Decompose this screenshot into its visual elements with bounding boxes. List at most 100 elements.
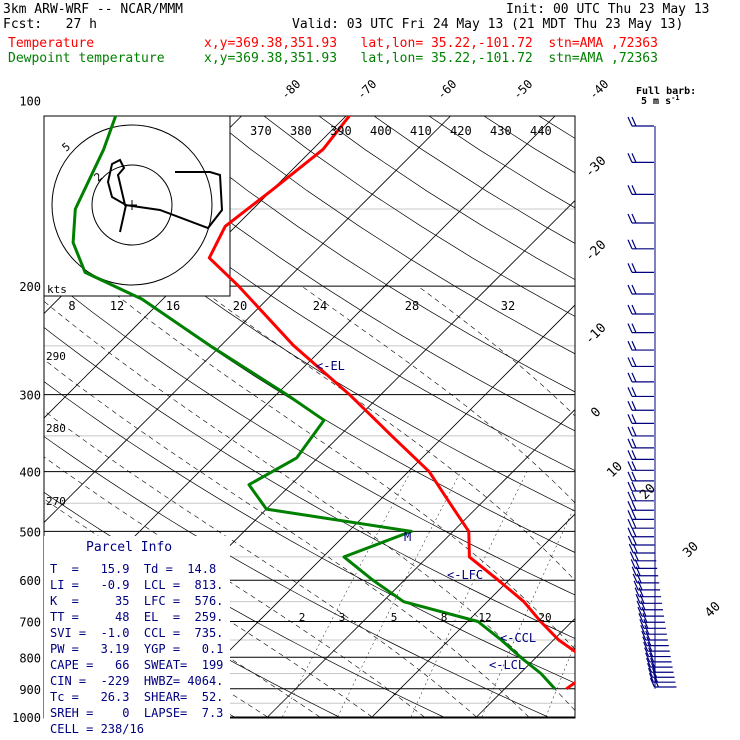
temperature-legend-info: x,y=369.38,351.93 lat,lon= 35.22,-101.72… bbox=[204, 36, 658, 51]
theta-label: 280 bbox=[46, 422, 66, 435]
dry-adiabat bbox=[483, 116, 575, 174]
pressure-tick-label: 200 bbox=[19, 280, 41, 294]
wind-barb bbox=[627, 535, 655, 546]
mixing-ratio-line bbox=[630, 472, 724, 717]
wind-barb bbox=[634, 587, 662, 598]
wind-barb bbox=[647, 662, 674, 673]
theta-e-label: 440 bbox=[530, 124, 552, 138]
wind-barb bbox=[644, 647, 671, 658]
pressure-tick-label: 900 bbox=[19, 683, 41, 697]
dry-adiabat bbox=[208, 116, 575, 355]
dry-adiabat bbox=[676, 101, 740, 718]
wind-barb bbox=[637, 606, 664, 617]
isotherm-label: -70 bbox=[354, 77, 379, 102]
wind-barb bbox=[627, 401, 654, 411]
dry-adiabat bbox=[44, 326, 575, 639]
theta-e-label: 380 bbox=[290, 124, 312, 138]
moist-adiabat bbox=[44, 410, 477, 718]
wind-barb bbox=[627, 527, 654, 538]
moist-adiabat bbox=[301, 285, 575, 504]
isotherm-label: 40 bbox=[702, 599, 724, 621]
theta-label: 290 bbox=[46, 350, 66, 363]
isotherm-label: -30 bbox=[582, 154, 609, 181]
parcel-row: CELL = 238/16 bbox=[50, 722, 144, 736]
wind-barb bbox=[627, 501, 654, 511]
plot-frame bbox=[43, 115, 576, 719]
parcel-row: CIN = -229 HWBZ= 4064. bbox=[50, 674, 224, 688]
hodograph-trace bbox=[106, 158, 224, 233]
parcel-row: T = 15.9 Td = 14.8 bbox=[50, 562, 217, 576]
hodograph-units: kts bbox=[47, 283, 67, 296]
temperature-line bbox=[207, 116, 575, 691]
isotherm-label: 30 bbox=[680, 539, 702, 561]
el-marker: <-EL bbox=[316, 359, 345, 373]
isotherm-label: -40 bbox=[586, 77, 611, 102]
model-title: 3km ARW-WRF -- NCAR/MMM bbox=[3, 2, 184, 17]
moist-adiabat bbox=[196, 285, 575, 581]
pressure-tick-label: 1000 bbox=[12, 711, 41, 725]
wind-barb bbox=[627, 438, 654, 449]
wind-barb bbox=[627, 153, 654, 163]
mixing-ratio-label: 8 bbox=[441, 611, 448, 624]
wind-barb bbox=[633, 580, 661, 591]
wind-barb bbox=[636, 600, 663, 611]
parcel-row: TT = 48 EL = 259. bbox=[50, 610, 224, 624]
wind-barb bbox=[627, 213, 654, 224]
dewpoint-line bbox=[71, 116, 557, 690]
isotherm bbox=[162, 304, 575, 718]
parcel-info-panel: Parcel Info T = 15.9 Td = 14.8 LI = -0.9… bbox=[44, 536, 230, 736]
wind-barb bbox=[643, 641, 670, 652]
wind-barb bbox=[646, 657, 673, 668]
isotherm-label: 10 bbox=[604, 459, 626, 481]
mixing-ratio-label: 20 bbox=[538, 611, 551, 624]
theta-e-label: 370 bbox=[250, 124, 272, 138]
wind-barb bbox=[630, 559, 658, 569]
wind-barb bbox=[627, 426, 654, 437]
isotherm-label: -20 bbox=[582, 238, 609, 265]
isotherm bbox=[44, 116, 452, 524]
wind-barb bbox=[642, 636, 669, 647]
theta-e-label: 410 bbox=[410, 124, 432, 138]
valid-time: Valid: 03 UTC Fri 24 May 13 (21 MDT Thu … bbox=[292, 17, 684, 32]
isotherm bbox=[476, 617, 575, 718]
theta-e-label: 420 bbox=[450, 124, 472, 138]
mixing-ratio-line bbox=[688, 472, 740, 717]
barb-key-title: Full barb: bbox=[636, 86, 696, 97]
mixing-ratio-label: 20 bbox=[233, 299, 247, 313]
mixing-ratio-label: 5 bbox=[391, 611, 398, 624]
pressure-tick-label: 300 bbox=[19, 389, 41, 403]
mixing-ratio-line bbox=[545, 643, 575, 718]
mixing-ratio-line bbox=[410, 471, 528, 718]
wind-barb bbox=[627, 387, 654, 398]
dry-adiabat bbox=[98, 116, 575, 432]
dry-adiabat bbox=[44, 273, 575, 596]
hodograph-ring bbox=[51, 124, 213, 286]
mixing-ratio-label: 3 bbox=[339, 611, 346, 624]
wind-barbs bbox=[627, 116, 677, 689]
wind-barb bbox=[640, 624, 667, 635]
lcl-marker: <-LCL bbox=[489, 658, 525, 672]
isotherm-label: -50 bbox=[510, 77, 535, 102]
parcel-row: SVI = -1.0 CCL = 735. bbox=[50, 626, 224, 640]
wind-barb bbox=[627, 450, 654, 460]
wind-barb bbox=[627, 414, 654, 424]
wind-barb bbox=[627, 357, 654, 368]
isotherm-label: 0 bbox=[588, 405, 604, 421]
isotherm bbox=[371, 513, 575, 718]
wind-barb bbox=[627, 239, 654, 250]
moist-adiabat bbox=[44, 359, 530, 718]
dry-adiabat bbox=[730, 101, 740, 718]
dry-adiabat bbox=[428, 116, 575, 209]
theta-e-label: 390 bbox=[330, 124, 352, 138]
wind-barb bbox=[628, 543, 656, 554]
mixing-ratio-line bbox=[282, 471, 411, 718]
wind-barb bbox=[635, 594, 663, 604]
wind-barb bbox=[638, 613, 665, 623]
barb-key-value: 5 m s-1 bbox=[641, 94, 680, 107]
isotherm bbox=[44, 116, 347, 419]
mixing-ratio-line bbox=[337, 471, 462, 718]
dewpoint-legend-label: Dewpoint temperature bbox=[8, 51, 165, 66]
dry-adiabat bbox=[44, 116, 575, 471]
isotherm bbox=[581, 101, 740, 718]
